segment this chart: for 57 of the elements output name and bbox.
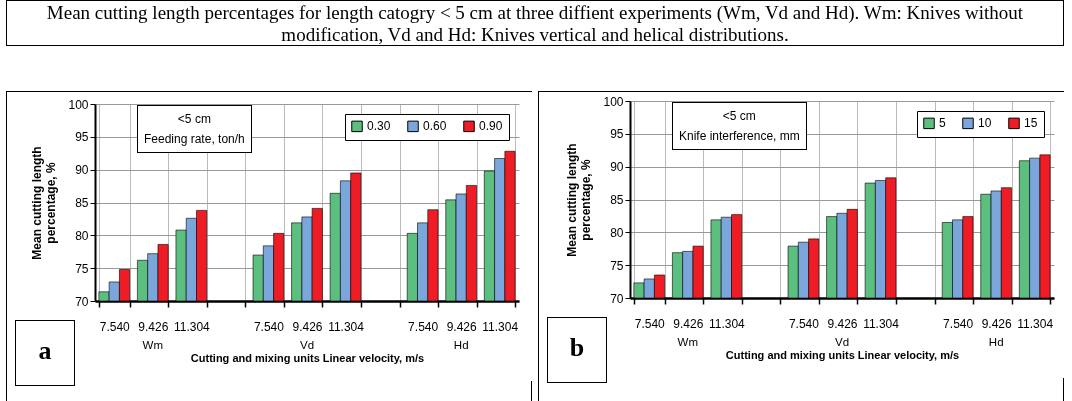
legend-label: 0.30 [367, 119, 391, 134]
text: Wm [677, 336, 699, 348]
y-tick-label: 70 [75, 294, 89, 309]
annotation: <5 cm [176, 111, 212, 128]
y-tick-label: 90 [75, 163, 89, 178]
y-tick-label: 100 [68, 97, 89, 112]
y-tick-label: 95 [75, 130, 89, 145]
x-axis-title: Cutting and mixing units Linear velocity, m/s [190, 351, 425, 364]
y-tick-label: 85 [610, 193, 624, 207]
text: Vd [299, 339, 315, 351]
x-axis-title: Cutting and mixing units Linear velocity, m/s [725, 348, 960, 361]
x-tick-label: 7.540 [99, 319, 131, 334]
legend-label: 15 [1024, 116, 1038, 131]
text: b [547, 317, 607, 383]
x-tick-label: 9.426 [673, 316, 704, 331]
x-tick-label: 11.304 [1017, 316, 1054, 331]
x-tick-label: 9.426 [981, 316, 1013, 331]
x-tick-label: 11.304 [863, 316, 900, 331]
x-tick-label: 9.426 [138, 319, 169, 334]
text: a [15, 320, 75, 386]
text: Wm [142, 339, 164, 351]
x-tick-label: 11.304 [173, 319, 211, 334]
legend-label: 5 [939, 116, 946, 131]
annotation: Knife interference, mm [679, 128, 800, 145]
text: Hd [988, 336, 1004, 348]
y-tick-label: 80 [75, 228, 89, 243]
x-tick-label: 9.426 [827, 316, 858, 331]
legend-label: 10 [978, 116, 992, 131]
y-tick-label: 100 [603, 94, 624, 109]
y-tick-label: 95 [610, 127, 624, 142]
y-tick-label: 90 [610, 160, 624, 175]
legend-label: 0.90 [479, 119, 503, 134]
chart-title: Mean cutting length percentages for length catogry < 5 cm at three diffient experiments (Wm, Vd and Hd). Wm: Knives without modification, Vd and Hd: Knives vertical and helical distributions. [6, 0, 1064, 46]
note-box: <5 cm Feeding rate, ton/h [137, 105, 252, 153]
y-tick-label: 75 [610, 258, 624, 273]
legend-label: 0.60 [423, 119, 447, 134]
y-tick-label: 75 [75, 261, 89, 276]
x-tick-label: 11.304 [328, 319, 365, 334]
annotation: Feeding rate, ton/h [144, 131, 245, 148]
y-tick-label: 85 [75, 196, 89, 210]
x-tick-label: 11.304 [708, 316, 746, 331]
y-axis-title: Mean cutting length percentage, % [30, 146, 59, 260]
x-tick-label: 7.540 [943, 316, 974, 331]
x-tick-label: 7.540 [634, 316, 666, 331]
y-tick-label: 70 [610, 291, 624, 306]
x-tick-label: 7.540 [788, 316, 820, 331]
note-box: <5 cm Knife interference, mm [672, 102, 807, 150]
text: Hd [453, 339, 469, 351]
x-tick-label: 11.304 [482, 319, 519, 334]
y-tick-label: 80 [610, 225, 624, 240]
text: Vd [834, 336, 850, 348]
annotation: <5 cm [721, 108, 757, 125]
x-tick-label: 9.426 [292, 319, 323, 334]
x-tick-label: 7.540 [253, 319, 285, 334]
y-axis-title: Mean cutting length percentage, % [565, 143, 594, 257]
x-tick-label: 7.540 [408, 319, 439, 334]
x-tick-label: 9.426 [446, 319, 478, 334]
